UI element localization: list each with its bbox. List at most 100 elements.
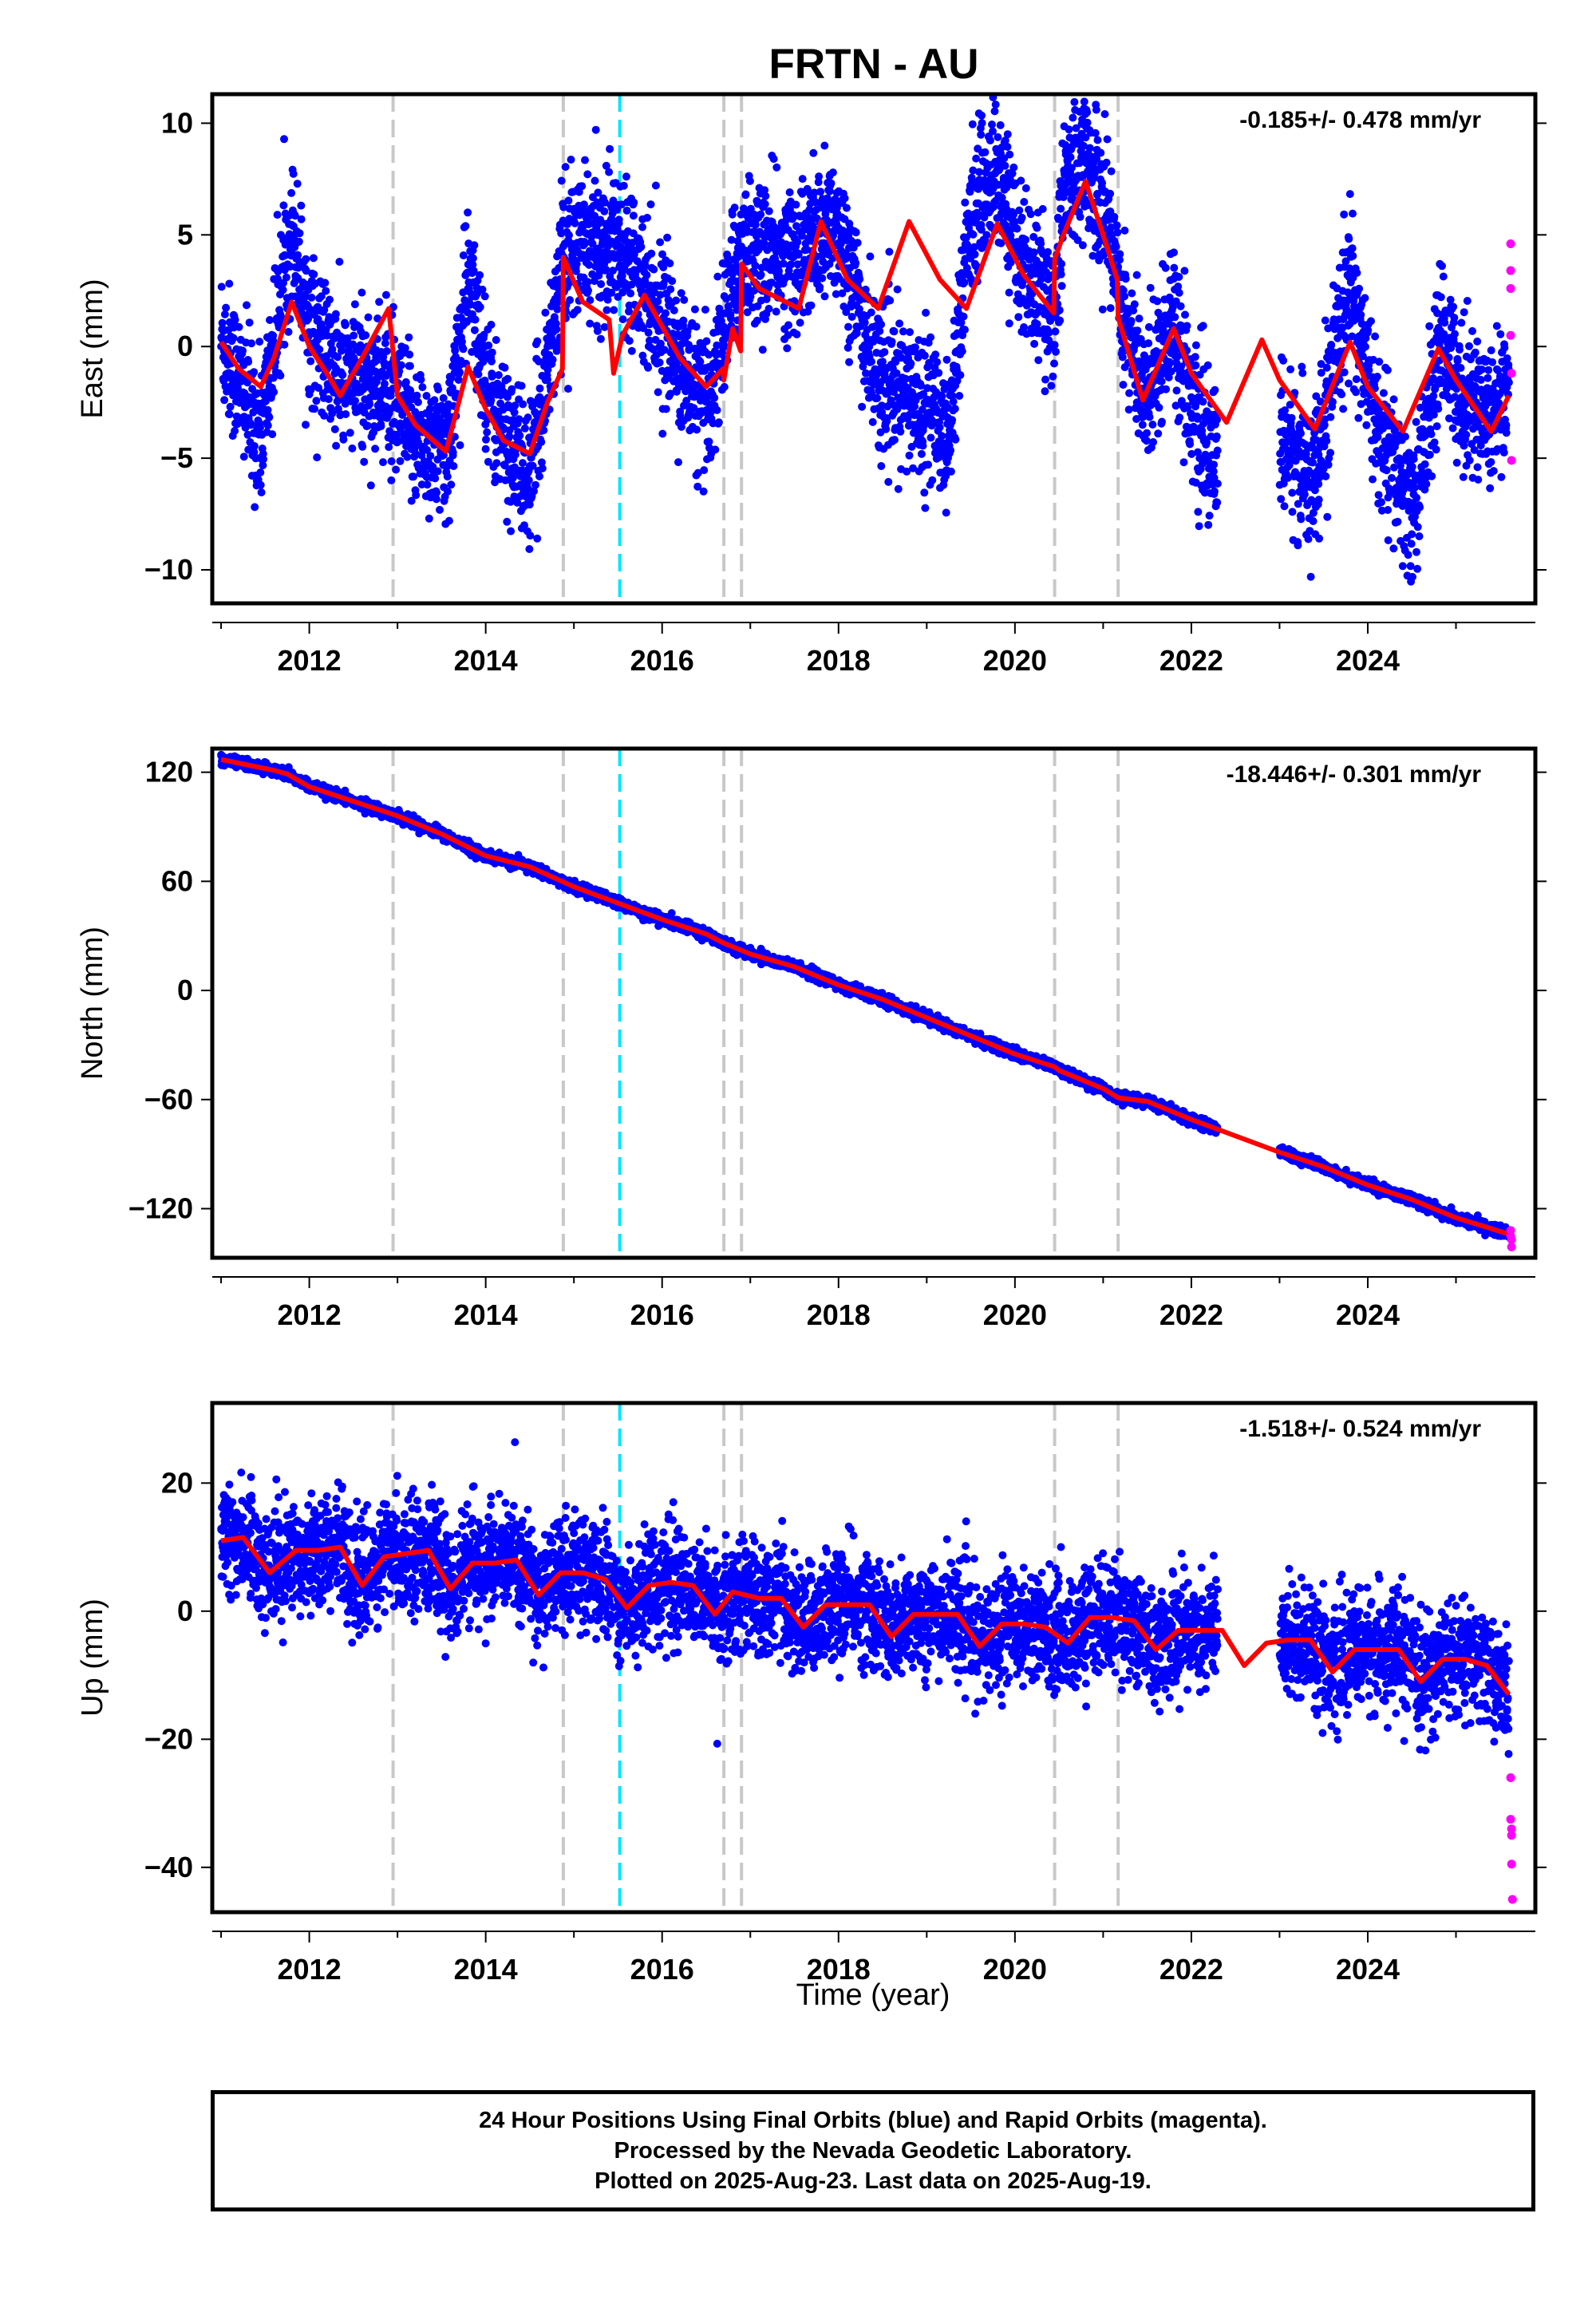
data-point [1008,169,1017,178]
data-point [1081,133,1090,142]
data-point [1483,373,1492,382]
data-point [500,424,508,433]
data-point [280,340,289,349]
data-point [663,233,672,242]
data-point [365,400,373,409]
data-point [1050,341,1059,350]
data-point [658,429,667,438]
data-point [1167,367,1175,376]
data-point [525,500,534,509]
data-point [1181,310,1189,319]
data-point [638,351,647,360]
data-point [816,283,824,291]
data-point [1345,379,1353,388]
data-point [255,338,264,346]
data-point [1191,341,1200,350]
data-point [957,318,966,327]
data-point [1079,141,1088,150]
data-point [1033,223,1041,232]
data-point [1361,294,1369,302]
data-point [772,307,780,316]
data-point [1051,327,1060,336]
data-point [975,168,984,176]
data-point [229,334,238,342]
data-point [903,467,911,476]
data-point [607,288,616,297]
data-point [978,111,986,120]
data-point [588,239,597,248]
data-point [478,285,487,294]
data-point [1210,487,1219,496]
data-point [588,270,597,279]
data-point [1413,564,1422,573]
data-point [480,292,489,301]
data-point [713,341,721,350]
data-point [1434,405,1443,413]
data-point [918,441,927,450]
data-point [689,404,698,413]
data-point [289,169,298,178]
data-point [1345,190,1354,199]
data-point [792,330,801,338]
data-point [741,190,750,199]
data-point [798,231,807,240]
data-point [637,243,646,251]
data-point [464,208,472,217]
data-point [946,467,955,476]
data-point [804,307,812,316]
data-point [539,426,548,435]
data-point [1073,235,1082,244]
data-point [1210,473,1219,482]
data-point [1357,319,1366,328]
data-point [1384,536,1393,544]
data-point [1091,128,1100,137]
data-point [728,210,737,219]
data-point [294,237,303,246]
data-point [1194,448,1202,456]
data-point [1148,421,1157,429]
data-point [909,464,918,472]
data-point [1471,348,1479,357]
data-point [1177,362,1185,371]
data-point [1365,366,1373,374]
data-point [924,460,933,469]
data-point [1186,440,1195,449]
data-point [1329,397,1337,406]
panel-east: 2012 2014 2016 2018 2020 2022 2024−10−50510Eas… [76,92,1547,677]
data-point [882,425,891,433]
data-point [836,239,845,248]
data-point [651,181,660,190]
data-point [1352,375,1361,384]
data-point [1364,326,1373,334]
data-point [918,405,926,414]
data-point [1429,392,1438,401]
data-point [225,410,234,419]
figure-title: FRTN - AU [769,41,979,88]
data-point [1065,125,1073,134]
data-point [1191,361,1200,370]
data-point [543,366,552,374]
data-point [584,287,592,294]
data-point [1465,456,1474,464]
data-point [461,222,470,231]
data-point [1373,373,1381,381]
data-point [1205,512,1214,520]
data-point [233,383,242,392]
data-point [1349,251,1357,260]
data-point [951,435,960,444]
data-point [843,204,851,212]
data-point [432,495,440,504]
data-point [448,448,457,456]
data-point [1321,472,1330,480]
data-point [1142,437,1151,445]
data-point [1162,385,1171,393]
data-point [550,313,559,322]
data-point [1408,572,1416,581]
data-point [1456,346,1464,354]
data-point [413,397,422,406]
data-point [508,385,516,393]
data-point [403,453,412,461]
data-point [528,461,537,470]
data-point [601,198,609,207]
